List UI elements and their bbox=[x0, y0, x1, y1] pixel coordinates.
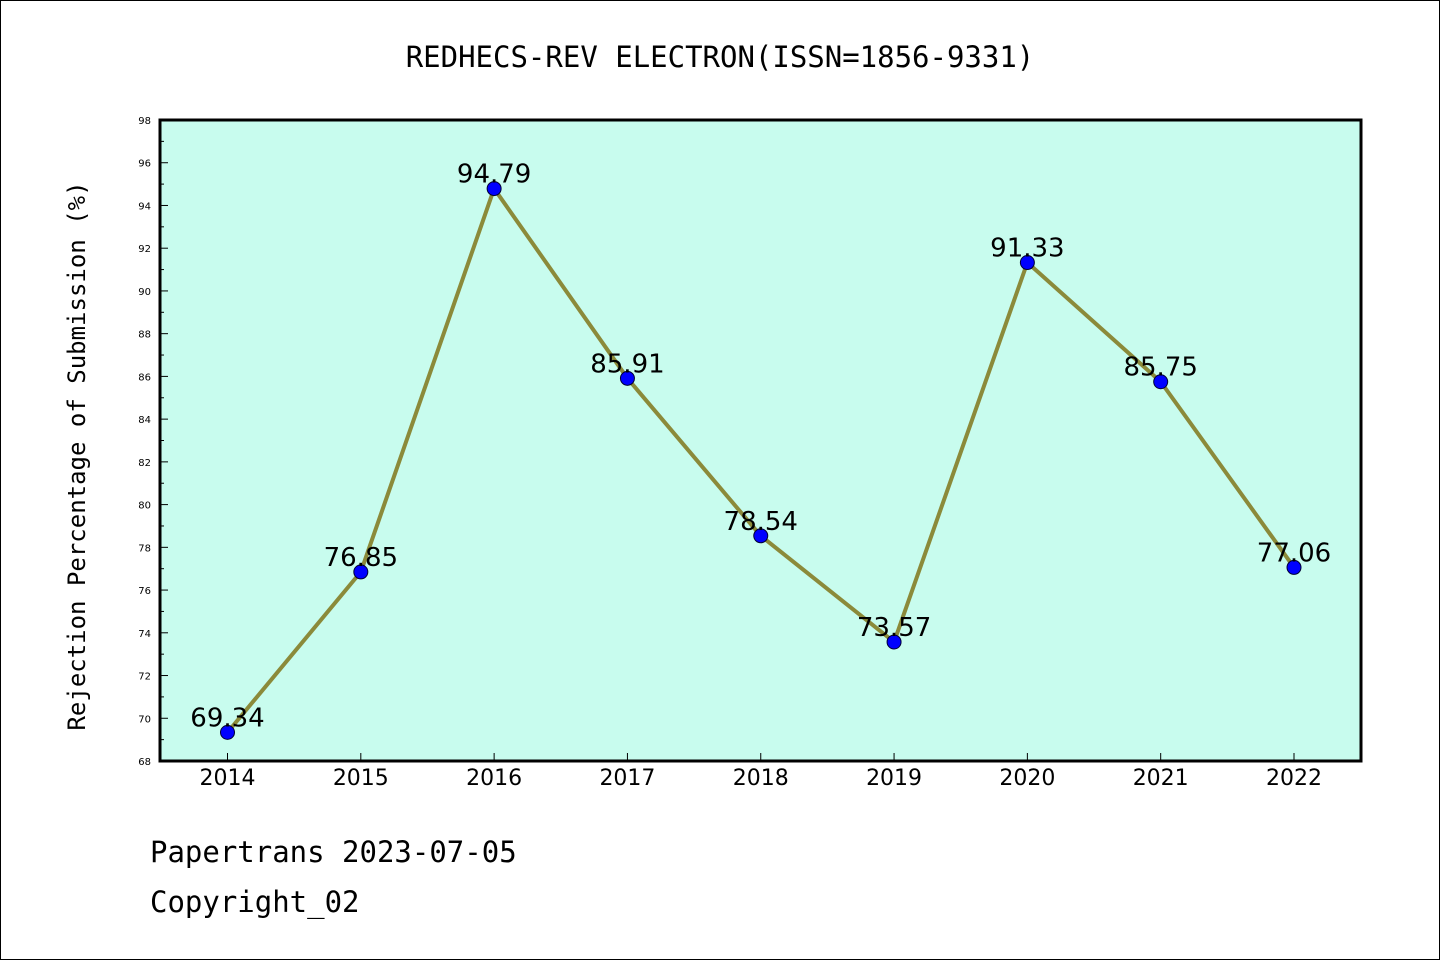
data-point bbox=[220, 724, 235, 740]
footer-date: Papertrans 2023-07-05 bbox=[150, 835, 517, 869]
data-point bbox=[486, 181, 502, 197]
data-point bbox=[753, 528, 769, 544]
y-tick-label: 80 bbox=[138, 501, 151, 512]
plot-area bbox=[158, 118, 1363, 763]
y-tick-label: 70 bbox=[138, 714, 151, 725]
y-tick-label: 98 bbox=[138, 116, 151, 127]
y-tick-label: 92 bbox=[138, 244, 151, 255]
data-label: 73.57 bbox=[857, 613, 931, 643]
y-tick-label: 90 bbox=[138, 287, 151, 298]
data-point bbox=[886, 634, 902, 650]
y-tick-label: 72 bbox=[138, 672, 151, 683]
y-tick-label: 82 bbox=[138, 458, 151, 469]
data-label: 69.34 bbox=[190, 703, 264, 733]
data-labels: 69.34 76.85 94.79 85.91 78.54 73.57 91.33 85.75… bbox=[190, 160, 1331, 734]
x-tick-label: 2018 bbox=[733, 766, 789, 791]
y-tick-label: 76 bbox=[138, 586, 151, 597]
y-tick-label: 94 bbox=[138, 201, 151, 212]
x-tick-label: 2021 bbox=[1133, 766, 1189, 791]
y-tick-label: 74 bbox=[138, 629, 151, 640]
data-label: 85.91 bbox=[590, 349, 664, 379]
x-tick-label: 2022 bbox=[1266, 766, 1322, 791]
data-point bbox=[1286, 559, 1302, 575]
y-tick-label: 96 bbox=[138, 159, 151, 170]
data-label: 85.75 bbox=[1123, 353, 1197, 383]
data-point bbox=[1153, 374, 1169, 390]
series-line bbox=[220, 181, 1302, 740]
x-tick-label: 2016 bbox=[466, 766, 522, 791]
data-label: 78.54 bbox=[724, 507, 798, 537]
x-axis: 2014 2015 2016 2017 2018 2019 2020 2021 2022 bbox=[200, 753, 1322, 791]
x-tick-label: 2015 bbox=[333, 766, 389, 791]
data-label: 91.33 bbox=[990, 234, 1064, 264]
data-point bbox=[353, 564, 369, 580]
data-label: 77.06 bbox=[1257, 538, 1331, 568]
data-label: 76.85 bbox=[324, 543, 398, 573]
x-tick-label: 2020 bbox=[999, 766, 1055, 791]
footer-copyright: Copyright_02 bbox=[150, 885, 360, 919]
data-label: 94.79 bbox=[457, 160, 531, 190]
x-tick-label: 2017 bbox=[599, 766, 655, 791]
y-axis-label: Rejection Percentage of Submission (%) bbox=[63, 181, 91, 730]
data-point bbox=[619, 370, 635, 386]
y-tick-label: 68 bbox=[138, 757, 151, 768]
y-tick-label: 84 bbox=[138, 415, 151, 426]
x-tick-label: 2014 bbox=[200, 766, 256, 791]
y-axis: 68 70 72 74 76 78 80 82 84 86 88 90 92 94 96 98 bbox=[138, 116, 168, 768]
y-tick-label: 78 bbox=[138, 543, 151, 554]
y-tick-label: 88 bbox=[138, 330, 151, 341]
data-point bbox=[1019, 255, 1035, 271]
chart-title: REDHECS-REV ELECTRON(ISSN=1856-9331) bbox=[406, 40, 1035, 74]
y-tick-label: 86 bbox=[138, 372, 151, 383]
x-tick-label: 2019 bbox=[866, 766, 922, 791]
